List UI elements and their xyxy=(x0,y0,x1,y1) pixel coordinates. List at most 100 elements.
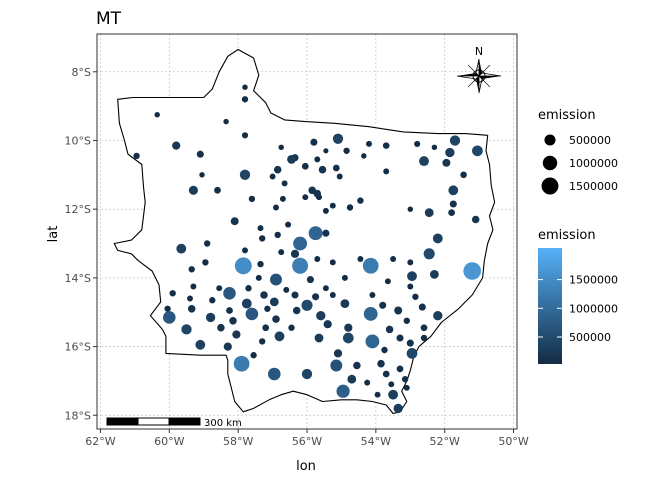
y-tick-label: 18°S xyxy=(65,409,91,422)
emission-point xyxy=(312,293,319,300)
emission-point xyxy=(433,311,442,320)
emission-point xyxy=(270,298,279,307)
emission-point xyxy=(190,284,196,290)
emission-point xyxy=(291,291,298,298)
emission-point xyxy=(386,326,394,334)
y-axis-title: lat xyxy=(46,226,61,243)
x-tick-label: 52°W xyxy=(430,435,460,448)
emission-point xyxy=(330,360,342,372)
emission-point xyxy=(224,342,232,350)
emission-point xyxy=(442,159,450,167)
emission-point xyxy=(250,352,256,358)
emission-point xyxy=(242,247,248,253)
emission-point xyxy=(293,307,301,315)
emission-point xyxy=(209,297,215,303)
x-tick-label: 58°W xyxy=(223,435,253,448)
emission-point xyxy=(257,261,263,267)
emission-point xyxy=(407,348,418,359)
emission-point xyxy=(283,287,289,293)
emission-point xyxy=(270,274,282,286)
emission-point xyxy=(202,259,208,265)
x-tick-label: 62°W xyxy=(85,435,115,448)
x-tick-label: 54°W xyxy=(361,435,391,448)
emission-point xyxy=(206,313,215,322)
emission-point xyxy=(472,216,480,224)
emission-point xyxy=(421,335,427,341)
emission-point xyxy=(314,190,322,198)
emission-point xyxy=(223,287,236,300)
emission-point xyxy=(288,325,294,331)
emission-point xyxy=(309,226,323,240)
emission-point xyxy=(270,174,276,180)
emission-point xyxy=(385,278,391,284)
emission-point xyxy=(242,132,248,138)
emission-point xyxy=(402,376,408,382)
emission-point xyxy=(421,324,428,331)
size-legend-label: 1000000 xyxy=(569,157,618,170)
emission-point xyxy=(353,362,361,370)
emission-point xyxy=(259,338,265,344)
emission-point xyxy=(396,334,403,341)
emission-point xyxy=(240,170,250,180)
emission-point xyxy=(361,153,366,158)
emission-point xyxy=(341,299,350,308)
emission-point xyxy=(187,296,193,302)
emission-point xyxy=(278,145,283,150)
emission-point xyxy=(315,334,324,343)
y-tick-label: 10°S xyxy=(65,134,91,147)
emission-point xyxy=(301,300,312,311)
emission-point xyxy=(379,302,386,309)
emission-point xyxy=(347,204,353,210)
plot-panel xyxy=(97,34,517,429)
emission-point xyxy=(419,304,426,311)
emission-point xyxy=(460,172,467,179)
emission-point xyxy=(383,142,390,149)
emission-point xyxy=(336,385,349,398)
emission-point xyxy=(448,185,458,195)
emission-point xyxy=(268,368,281,381)
emission-point xyxy=(450,135,460,145)
emission-point xyxy=(365,334,379,348)
emission-point xyxy=(330,259,336,265)
color-legend-bar xyxy=(538,248,562,364)
emission-point xyxy=(357,197,363,203)
emission-point xyxy=(407,271,417,281)
emission-point xyxy=(197,151,204,158)
emission-point xyxy=(342,275,348,281)
emission-point xyxy=(397,366,404,373)
emission-point xyxy=(432,145,437,150)
emission-point xyxy=(383,371,390,378)
emission-point xyxy=(414,141,420,147)
emission-point xyxy=(189,186,198,195)
emission-point xyxy=(292,258,308,274)
size-legend-key xyxy=(544,134,555,145)
emission-point xyxy=(275,232,281,238)
emission-point xyxy=(199,172,204,177)
emission-point xyxy=(231,217,239,225)
emission-point xyxy=(388,381,394,387)
size-legend-title: emission xyxy=(538,108,596,123)
emission-point xyxy=(394,404,403,413)
scale-bar-label: 300 km xyxy=(204,418,242,429)
emission-point xyxy=(293,237,307,251)
emission-point xyxy=(242,84,247,89)
emission-point xyxy=(264,306,270,312)
emission-point xyxy=(272,315,280,323)
size-legend-label: 500000 xyxy=(569,134,611,147)
emission-point xyxy=(262,324,269,331)
emission-point xyxy=(381,347,387,353)
emission-point xyxy=(337,174,343,180)
y-tick-label: 8°S xyxy=(72,66,91,79)
emission-point xyxy=(433,233,443,243)
emission-point xyxy=(316,311,325,320)
emission-point xyxy=(235,257,252,274)
emission-point xyxy=(245,285,251,291)
emission-point xyxy=(424,248,435,259)
y-tick-label: 16°S xyxy=(65,341,91,354)
emission-point xyxy=(188,305,196,313)
emission-point xyxy=(260,291,268,299)
emission-point xyxy=(234,356,250,372)
emission-point xyxy=(375,392,381,398)
emission-point xyxy=(242,299,252,309)
